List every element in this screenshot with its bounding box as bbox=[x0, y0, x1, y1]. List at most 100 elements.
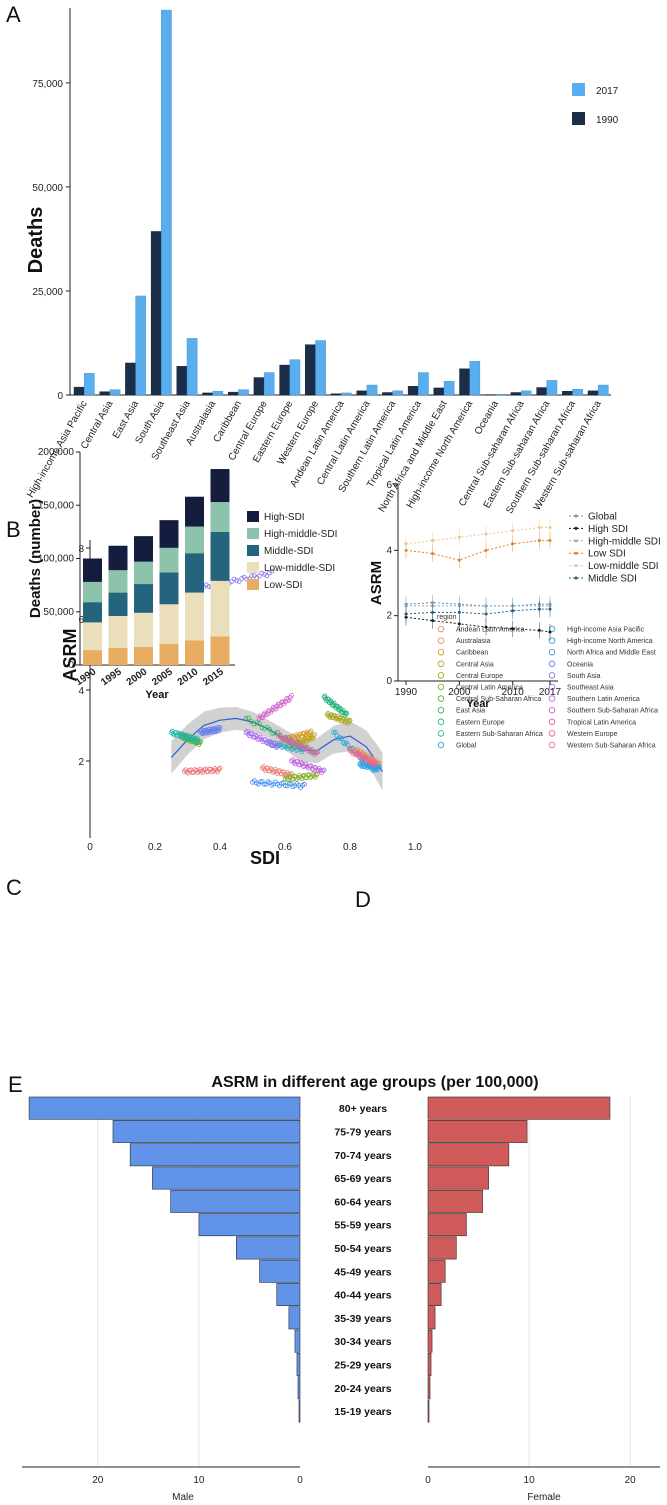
bar-2017-caribbean bbox=[238, 389, 249, 396]
x-tick-label: 0.2 bbox=[148, 842, 162, 853]
bar-male-75-79-years bbox=[112, 1120, 301, 1143]
point-southeast-asia bbox=[253, 732, 259, 738]
x-tick-label: 2000 bbox=[448, 687, 471, 698]
bar-male-50-54-years bbox=[236, 1236, 301, 1260]
bar-2017-southeast-asia bbox=[186, 338, 198, 396]
legend-swatch-low-middle-sdi bbox=[247, 562, 259, 573]
legend-marker-high-income-north-america bbox=[548, 637, 556, 644]
bar-low-sdi-2005 bbox=[159, 643, 179, 665]
point-southern-latin-america bbox=[289, 758, 294, 764]
bar-2017-australasia bbox=[212, 391, 224, 396]
legend-label-high-middle-sdi: High-middle SDI bbox=[588, 536, 661, 547]
panel-b-y-axis-label: ASRM bbox=[60, 629, 80, 682]
female-x-tick-label: 10 bbox=[524, 1475, 536, 1486]
legend-marker-central-latin-america bbox=[437, 683, 445, 691]
point-tropical-latin-america bbox=[315, 749, 320, 755]
panel-b-legend-title: region bbox=[437, 614, 457, 621]
age-label-40-44-years: 40-44 years bbox=[334, 1290, 391, 1302]
panel-b-asrm-vs-sdi: B 2 4 6 8 0 0.2 0.4 0.6 0.8 1.0 ASRM SDI region A… bbox=[6, 517, 658, 868]
bar-2017-north-africa-and-middle-east bbox=[443, 381, 455, 396]
panel-e-bars bbox=[28, 1096, 611, 1423]
bar-low-middle-sdi-2010 bbox=[185, 592, 204, 641]
legend-label-north-africa-and-middle-east: North Africa and Middle East bbox=[567, 650, 656, 657]
legend-marker-southern-latin-america bbox=[548, 695, 556, 702]
y-tick-label: 200,000 bbox=[38, 447, 75, 458]
legend-label-western-europe: Western Europe bbox=[567, 731, 618, 738]
legend-marker-southern-sub-saharan-africa bbox=[548, 706, 556, 714]
point-middle-sdi bbox=[484, 612, 488, 616]
y-tick-label: 2 bbox=[78, 757, 84, 768]
point-central-europe bbox=[347, 717, 353, 723]
male-x-tick-label: 0 bbox=[297, 1475, 303, 1486]
point-north-africa-and-middle-east bbox=[302, 781, 307, 787]
point-north-africa-and-middle-east bbox=[282, 783, 288, 788]
y-tick-label: 50,000 bbox=[43, 607, 74, 618]
bar-2017-high-income-north-america bbox=[469, 361, 481, 396]
bar-male-80-years bbox=[28, 1096, 301, 1120]
point-middle-sdi bbox=[404, 612, 408, 616]
legend-label-southern-latin-america: Southern Latin America bbox=[567, 696, 640, 703]
point-andean-latin-america bbox=[268, 766, 274, 772]
point-eastern-europe bbox=[344, 710, 350, 716]
bar-male-30-34-years bbox=[294, 1329, 301, 1353]
point-southeast-asia bbox=[244, 729, 250, 734]
point-south-asia bbox=[269, 568, 275, 574]
y-tick-label: 25,000 bbox=[32, 287, 63, 298]
point-southern-latin-america bbox=[320, 768, 326, 774]
panel-a-y-ticks: 0 25,000 50,000 75,000 bbox=[32, 79, 70, 402]
point-low-sdi bbox=[548, 539, 552, 543]
bar-male-25-29-years bbox=[296, 1353, 301, 1376]
panel-e-age-groups: E ASRM in different age groups (per 100,… bbox=[8, 1072, 660, 1503]
point-eastern-sub-saharan-africa bbox=[194, 735, 200, 741]
point-low-middle-sdi bbox=[484, 532, 488, 536]
age-label-65-69-years: 65-69 years bbox=[334, 1173, 391, 1185]
bar-middle-sdi-2000 bbox=[134, 584, 153, 613]
bar-high-middle-sdi-2000 bbox=[134, 561, 153, 585]
point-western-europe bbox=[369, 758, 375, 764]
female-x-tick-label: 0 bbox=[425, 1475, 431, 1486]
bar-1990-southeast-asia bbox=[176, 366, 188, 396]
legend-swatch-2017 bbox=[572, 83, 585, 96]
point-low-middle-sdi bbox=[404, 542, 408, 546]
panel-b-legend: Andean Latin America Australasia Caribbean… bbox=[437, 625, 658, 750]
panel-c-x-axis-label: Year bbox=[145, 689, 169, 701]
bar-2017-high-income-asia-pacific bbox=[83, 373, 95, 396]
female-x-tick-label: 20 bbox=[625, 1475, 637, 1486]
point-western-europe bbox=[352, 749, 358, 754]
legend-marker-western-europe bbox=[548, 730, 556, 737]
age-label-55-59-years: 55-59 years bbox=[334, 1220, 391, 1232]
bar-1990-central-asia bbox=[99, 391, 111, 396]
point-south-asia bbox=[229, 579, 235, 584]
point-eastern-sub-saharan-africa bbox=[193, 736, 199, 742]
point-western-sub-saharan-africa bbox=[217, 765, 223, 771]
point-central-europe bbox=[346, 718, 352, 724]
point-central-sub-saharan-africa bbox=[198, 739, 203, 744]
panel-a-legend: 2017 1990 bbox=[572, 83, 619, 126]
point-middle-sdi bbox=[511, 609, 515, 613]
legend-marker-eastern-europe bbox=[437, 718, 445, 726]
legend-label-global: Global bbox=[456, 743, 477, 750]
point-andean-latin-america bbox=[287, 772, 293, 777]
bar-middle-sdi-1995 bbox=[108, 592, 128, 617]
bar-low-sdi-2000 bbox=[134, 646, 153, 665]
point-east-asia bbox=[246, 715, 252, 721]
bar-high-sdi-1990 bbox=[83, 558, 102, 582]
bar-middle-sdi-1990 bbox=[83, 602, 102, 623]
legend-label-global: Global bbox=[588, 512, 617, 523]
point-middle-sdi bbox=[537, 607, 541, 611]
bar-male-35-39-years bbox=[288, 1306, 301, 1330]
legend-marker-central-europe bbox=[437, 672, 445, 679]
point-australasia bbox=[376, 760, 382, 766]
panel-a-deaths-by-region: A 0 25,000 50,000 75,000 Deaths High-income… bbox=[6, 2, 619, 516]
line-middle-sdi bbox=[405, 608, 550, 615]
point-tropical-latin-america bbox=[287, 737, 293, 743]
panel-c-label: C bbox=[6, 875, 22, 900]
age-label-20-24-years: 20-24 years bbox=[334, 1383, 391, 1395]
point-western-sub-saharan-africa bbox=[216, 767, 222, 772]
legend-marker-low-middle-sdi bbox=[574, 564, 578, 568]
x-tick-label: 0.6 bbox=[278, 842, 292, 853]
point-tropical-latin-america bbox=[291, 741, 297, 746]
age-label-75-79-years: 75-79 years bbox=[334, 1126, 391, 1138]
x-tick-label: 1.0 bbox=[408, 842, 422, 853]
